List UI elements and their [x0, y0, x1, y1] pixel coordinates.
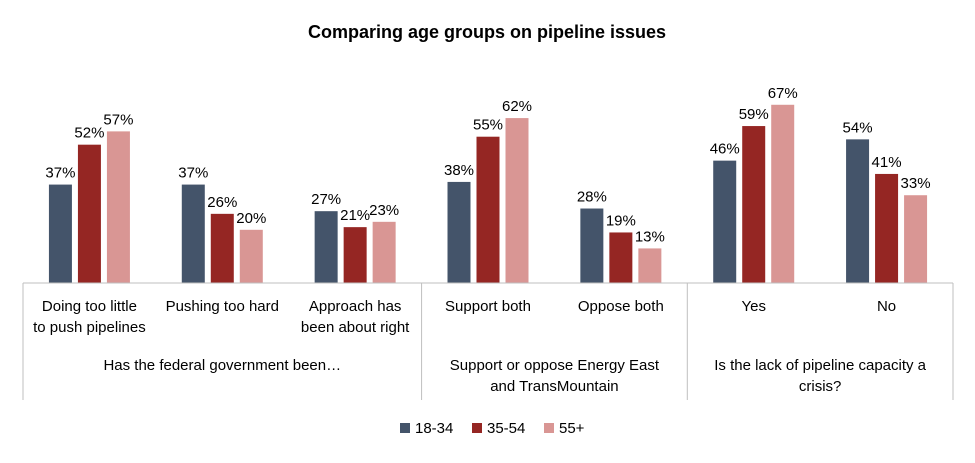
data-label: 38% [444, 162, 474, 179]
bar [372, 221, 396, 283]
bar [771, 104, 795, 283]
category-label: to push pipelines [33, 319, 146, 336]
data-label: 59% [739, 106, 769, 123]
data-label: 41% [872, 154, 902, 171]
group-label: crisis? [799, 378, 842, 395]
group-label: Support or oppose Energy East [450, 357, 660, 374]
bar [476, 136, 500, 283]
data-label: 37% [178, 165, 208, 182]
legend: 18-34 35-54 55+ [400, 420, 585, 437]
legend-label: 18-34 [415, 420, 453, 437]
group-label: Is the lack of pipeline capacity a [714, 357, 926, 374]
bar [505, 118, 529, 283]
bar [48, 184, 72, 283]
data-label: 28% [577, 189, 607, 206]
data-label: 33% [901, 175, 931, 192]
bars-layer: 37% 52%57% 37% 26%20% 27%21%23% 38% 55% 62% 28% 1… [45, 85, 931, 283]
data-label: 62% [502, 98, 532, 115]
data-label: 52% [74, 125, 104, 142]
data-label: 19% [606, 212, 636, 229]
data-label: 37% [45, 165, 75, 182]
category-label: Pushing too hard [166, 298, 279, 315]
bar [314, 211, 338, 283]
bar [580, 208, 604, 283]
category-label: Support both [445, 298, 531, 315]
data-label: 46% [710, 141, 740, 158]
bar [609, 232, 633, 283]
bar [106, 131, 130, 283]
bar [447, 181, 471, 283]
category-axis: Has the federal government been… Support … [22, 282, 954, 400]
category-label: Doing too little [42, 298, 137, 315]
bar [210, 213, 234, 283]
data-label: 57% [103, 111, 133, 128]
bar [181, 184, 205, 283]
data-label: 54% [843, 119, 873, 136]
bar [343, 227, 367, 283]
bar [77, 144, 101, 283]
bar [638, 248, 662, 283]
group-label: and TransMountain [490, 378, 618, 395]
chart-title: Comparing age groups on pipeline issues [308, 22, 666, 42]
legend-swatch [400, 423, 410, 433]
data-label: 55% [473, 117, 503, 134]
category-label: No [877, 298, 896, 315]
bar [713, 160, 737, 283]
legend-swatch [544, 423, 554, 433]
data-label: 20% [236, 210, 266, 227]
data-label: 26% [207, 194, 237, 211]
category-label: Approach has [309, 298, 402, 315]
legend-swatch [472, 423, 482, 433]
group-label: Has the federal government been… [103, 357, 341, 374]
data-label: 21% [340, 207, 370, 224]
bar [239, 229, 263, 283]
bar [904, 195, 928, 283]
data-label: 13% [635, 228, 665, 245]
bar [875, 173, 899, 283]
bar [846, 139, 870, 283]
legend-label: 35-54 [487, 420, 525, 437]
category-label: been about right [301, 319, 410, 336]
category-label: Oppose both [578, 298, 664, 315]
legend-label: 55+ [559, 420, 585, 437]
category-label: Yes [741, 298, 765, 315]
data-label: 27% [311, 191, 341, 208]
data-label: 67% [768, 85, 798, 102]
data-label: 23% [369, 202, 399, 219]
bar [742, 126, 766, 283]
